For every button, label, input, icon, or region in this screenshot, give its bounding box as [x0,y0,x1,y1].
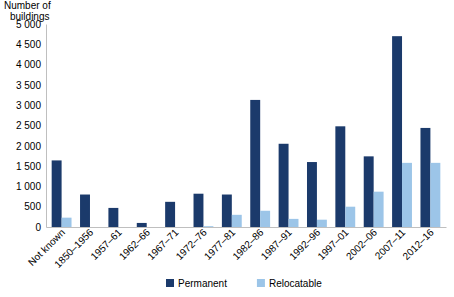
x-tick-label: 2012–16 [401,226,437,262]
y-tick-label: 3 000 [16,100,41,111]
bar [335,126,345,227]
legend-label: Relocatable [269,278,322,289]
y-tick: 4 500 [16,39,46,50]
series-bars [52,36,431,227]
bar [364,156,374,227]
series-bars [62,163,441,227]
bar [62,218,72,227]
bars [52,36,441,227]
x-axis: Not known1850–19561957–611962–661967–711… [26,226,447,269]
y-tick-label: 4 500 [16,39,41,50]
y-tick-label: 1 500 [16,161,41,172]
x-axis-line [47,227,447,228]
legend-swatch [257,279,265,287]
chart: 0 500 1 000 1 500 2 000 2 500 3 000 3 500 4 000 4… [0,0,454,297]
bar [165,202,175,227]
y-tick: 0 [35,222,46,233]
bar [402,163,412,227]
legend-item: Relocatable [257,278,322,289]
bar [52,160,62,227]
legend-label: Permanent [178,278,227,289]
y-tick: 1 500 [16,161,46,172]
bar [108,208,118,227]
bar [194,194,204,227]
bar [392,36,402,227]
bar [430,163,440,227]
y-tick-label: 1 000 [16,181,41,192]
bar [260,211,270,227]
plot-area: 0 500 1 000 1 500 2 000 2 500 3 000 3 500 4 000 4… [16,19,447,270]
y-tick: 2 500 [16,120,46,131]
bar [289,219,299,227]
x-tick: 2002–06 [344,226,380,262]
bar [317,220,327,227]
bar [279,144,289,227]
legend: Permanent Relocatable [166,278,322,289]
bar [250,100,260,227]
y-tick: 1 000 [16,181,46,192]
y-tick: 2 000 [16,141,46,152]
y-axis-line [46,25,47,228]
bar [118,227,128,228]
bar [307,162,317,227]
bar [90,227,100,228]
bar [80,195,90,227]
y-tick-label: 2 500 [16,120,41,131]
bar [203,226,213,227]
y-tick-label: 500 [24,201,41,212]
bar [345,207,355,227]
x-tick: 1850–1956 [52,226,95,269]
y-tick: 3 000 [16,100,46,111]
y-tick-label: 3 500 [16,80,41,91]
bar [137,223,147,227]
y-tick-label: 4 000 [16,59,41,70]
x-tick-label: 1850–1956 [52,226,95,269]
bar [420,128,430,227]
y-axis-title: Number ofbuildings [4,0,51,22]
y-tick: 3 500 [16,80,46,91]
bar [175,227,185,228]
bar [232,215,242,227]
y-tick: 4 000 [16,59,46,70]
legend-item: Permanent [166,278,227,289]
bar [374,192,384,227]
y-tick-label: 2 000 [16,141,41,152]
y-tick-label: 0 [35,222,41,233]
legend-swatch [166,279,174,287]
y-axis: 0 500 1 000 1 500 2 000 2 500 3 000 3 500 4 000 4… [16,19,47,233]
bar [222,195,232,227]
x-tick: 2012–16 [401,226,437,262]
bar [147,227,157,228]
y-tick: 500 [24,201,46,212]
x-tick-label: 2002–06 [344,226,380,262]
